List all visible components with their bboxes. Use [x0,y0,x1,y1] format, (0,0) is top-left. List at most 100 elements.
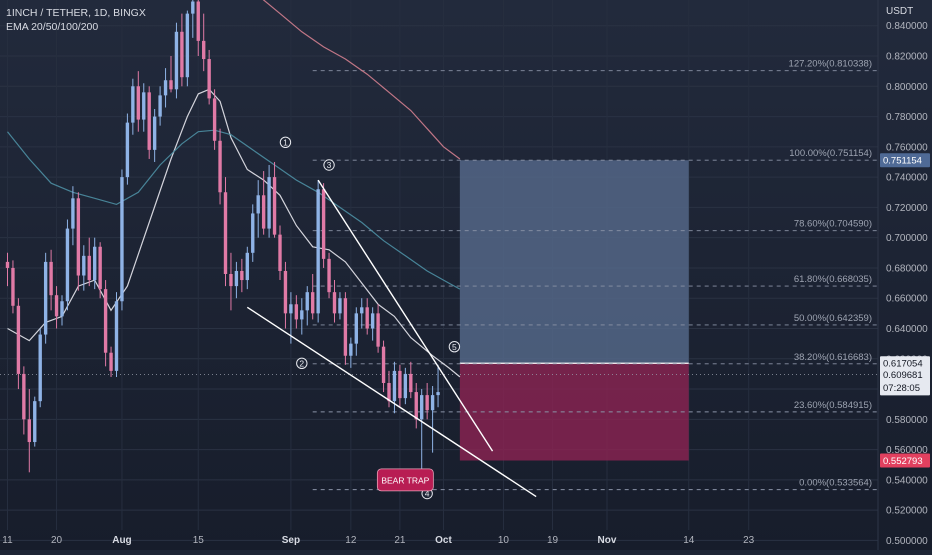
y-tick-label: 0.800000 [886,82,928,93]
wave-label: 1 [283,137,288,147]
ema-line [7,129,461,290]
position-zones [459,160,689,461]
candle-body [27,419,31,443]
fib-label: 78.60%(0.704590) [794,219,872,230]
candle-body [180,31,184,78]
x-tick-label: Oct [435,535,452,546]
candle-body [387,382,391,402]
ema-line [262,0,461,160]
candle-body [376,313,380,347]
candle-body [327,258,331,293]
candle-body [207,59,211,99]
trendlines[interactable] [246,179,537,498]
price-tag-bg [880,367,930,396]
x-tick-label: Nov [598,535,617,546]
candle-body [311,292,315,314]
x-tick-label: 15 [193,535,205,546]
candle-body [76,198,81,276]
stop-zone [459,363,689,461]
wave-marker [296,357,308,370]
candle-body [185,13,190,78]
price-tag-label: 0.617054 [883,359,923,370]
candle-body [223,192,228,274]
candle-body [11,267,15,306]
candle-body [251,213,255,253]
candle-body [430,395,435,411]
candle-body [169,80,173,90]
chart-header: 1INCH / TETHER, 1D, BINGX EMA 20/50/100/… [6,6,146,34]
price-tag-bg [880,153,930,168]
fib-label: 38.20%(0.616683) [794,352,872,363]
candle-body [16,305,21,374]
candle-body [33,401,37,443]
fib-label: 23.60%(0.584915) [794,400,872,411]
candle-body [436,392,440,396]
candle-body [381,346,386,383]
candle-body [158,95,162,117]
symbol-title[interactable]: 1INCH / TETHER, 1D, BINGX [6,7,146,19]
price-tag-label: 0.552793 [883,456,923,467]
candle-body [343,298,348,356]
candle-body [409,373,413,393]
countdown-label: 07:28:05 [883,383,920,394]
candle-body [5,261,10,268]
candle-body [93,246,97,281]
candle-body [38,334,42,402]
wave-label: 4 [425,489,430,499]
fib-retracement[interactable]: 127.20%(0.810338) 100.00%(0.751154) 78.60%… [0,59,878,491]
axis-unit: USDT [886,6,913,17]
price-tag-bg [880,453,930,468]
candle-body [65,228,70,302]
candle-body [174,31,179,90]
candle-body [22,373,26,420]
candle-body [234,270,239,287]
candle-body [191,1,195,14]
y-tick-label: 0.520000 [886,506,928,517]
wave-label: 3 [327,160,332,170]
candle-body [283,270,288,314]
candles [5,0,440,489]
candle-body [354,313,358,344]
candle-body [98,246,102,290]
x-tick-label: 23 [743,535,755,546]
candle-body [240,270,244,281]
wave-label: 5 [452,342,457,352]
candle-body [163,80,168,96]
candle-body [142,92,146,120]
y-tick-label: 0.640000 [886,324,928,335]
x-tick-label: 19 [547,535,559,546]
candle-body [414,392,418,420]
price-tag-label: 0.609681 [883,370,923,381]
candle-body [272,177,277,235]
wave-marker [279,136,292,148]
candle-body [305,292,309,311]
x-tick-label: 20 [51,535,63,546]
candle-body [267,177,271,229]
candle-body [370,313,375,329]
wave-label: 2 [299,359,304,369]
y-tick-label: 0.720000 [886,203,928,214]
candle-body [49,261,53,296]
candle-body [294,304,299,320]
x-tick-label: 14 [683,535,695,546]
candle-body [420,395,424,420]
y-tick-label: 0.760000 [886,142,928,153]
candle-body [103,289,108,353]
x-tick-label: Sep [282,535,300,546]
candle-body [120,177,124,302]
time-axis[interactable]: 11 20 Aug 15 Sep 12 21 Oct 10 19 Nov 14 23 [2,535,754,546]
candle-body [43,261,48,335]
candle-body [338,298,342,314]
x-tick-label: 21 [394,535,406,546]
candle-body [398,370,402,399]
annotations: BEAR TRAP [376,468,434,492]
indicator-legend[interactable]: EMA 20/50/100/200 [6,21,99,33]
y-tick-label: 0.540000 [886,475,928,486]
candle-body [425,395,429,411]
target-zone [459,160,689,364]
y-tick-label: 0.660000 [886,294,928,305]
candle-body [109,352,113,371]
